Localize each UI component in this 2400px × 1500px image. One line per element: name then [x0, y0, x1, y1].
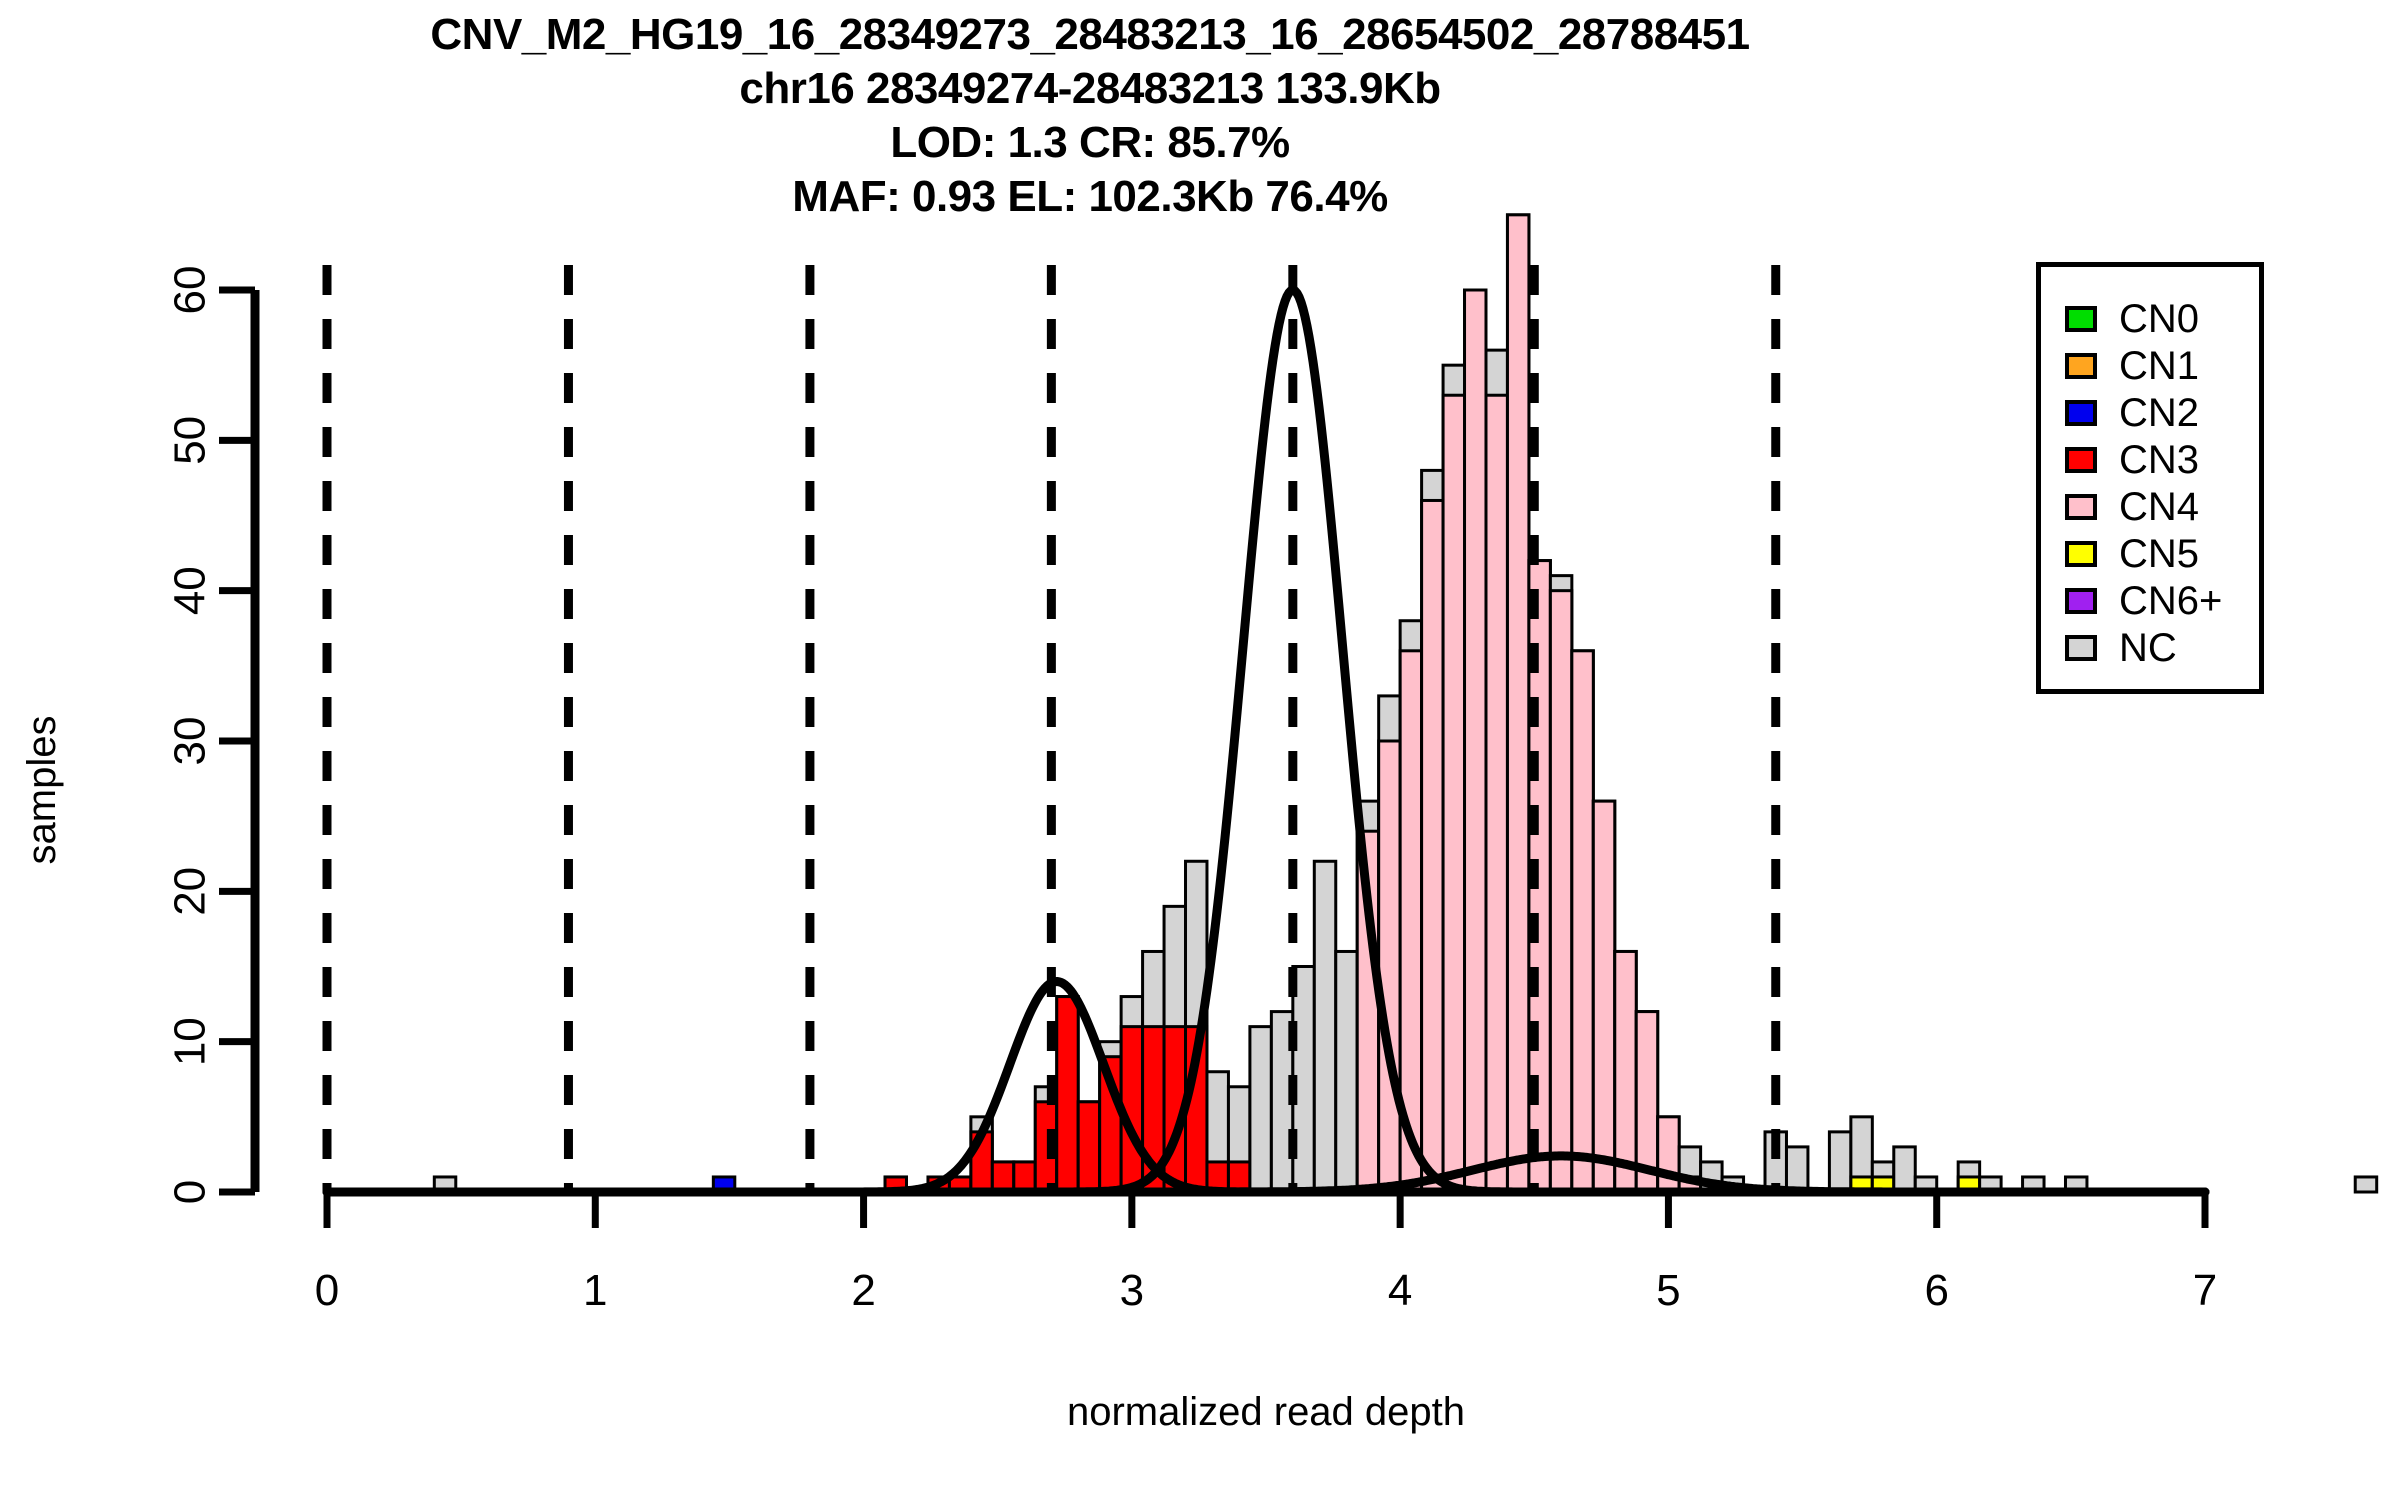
legend-label: CN6+ [2119, 578, 2223, 623]
x-axis-label: normalized read depth [1067, 1390, 1465, 1434]
histogram-bar-cn4 [1484, 393, 1509, 1194]
legend-label: CN0 [2119, 296, 2200, 341]
y-tick-label: 60 [166, 266, 215, 315]
copy-number-threshold-lines [322, 265, 1781, 1192]
histogram-bar-nc [1248, 1025, 1273, 1194]
histogram-bar-nc [2353, 1175, 2379, 1194]
histogram-bar-cn4 [1613, 949, 1638, 1194]
title-line-2: chr16 28349274-28483213 133.9Kb [739, 64, 1441, 113]
y-tick-label: 50 [166, 416, 215, 465]
legend-swatch-icon [2065, 305, 2097, 332]
histogram-bar-cn4 [1505, 213, 1531, 1194]
x-tick-label: 3 [1120, 1266, 1144, 1315]
legend-label: CN2 [2119, 390, 2200, 435]
histogram-bar-cn3 [1076, 1100, 1102, 1194]
y-tick-label: 30 [166, 717, 215, 766]
legend-swatch-icon [2065, 587, 2097, 614]
legend-label: CN5 [2119, 531, 2200, 576]
x-tick-label: 4 [1388, 1266, 1412, 1315]
y-tick-label: 10 [165, 1017, 214, 1066]
histogram-bar-nc [1784, 1145, 1810, 1194]
histogram-bar-cn4 [1441, 393, 1467, 1194]
title-line-4: MAF: 0.93 EL: 102.3Kb 76.4% [792, 172, 1388, 221]
legend-item-cn0[interactable]: CN0 [2065, 295, 2259, 342]
title-line-3: LOD: 1.3 CR: 85.7% [890, 118, 1290, 167]
plot-title: CNV_M2_HG19_16_28349273_28483213_16_2865… [0, 8, 2180, 224]
y-axis-label: samples [20, 716, 64, 865]
legend-swatch-icon [2065, 634, 2097, 661]
x-tick-label: 0 [315, 1266, 339, 1315]
legend-item-nc[interactable]: NC [2065, 624, 2259, 671]
legend-swatch-icon [2065, 352, 2097, 379]
x-tick-label: 1 [583, 1266, 607, 1315]
histogram-bar-cn3 [1012, 1160, 1037, 1194]
histogram-bar-nc [1892, 1145, 1917, 1194]
legend-item-cn1[interactable]: CN1 [2065, 342, 2259, 389]
x-tick-label: 6 [1924, 1266, 1948, 1315]
y-tick-label: 0 [166, 1180, 215, 1204]
legend-swatch-icon [2065, 399, 2097, 426]
histogram-bar-cn4 [1377, 739, 1402, 1194]
legend-label: NC [2119, 625, 2177, 670]
histogram-bar-cn4 [1548, 589, 1574, 1194]
histogram-bar-cn4 [1420, 498, 1445, 1194]
legend-swatch-icon [2065, 540, 2097, 567]
legend-item-cn6plus[interactable]: CN6+ [2065, 577, 2259, 624]
histogram-bar-cn4 [1591, 799, 1617, 1194]
histogram-bar-nc [1827, 1130, 1853, 1194]
legend-item-cn3[interactable]: CN3 [2065, 436, 2259, 483]
histogram-bar-cn4 [1463, 288, 1488, 1194]
axes: 0 1 2 3 4 5 6 7 0 10 20 30 40 50 60 normalized read dep… [20, 266, 2217, 1434]
histogram-bar-cn4 [1570, 649, 1595, 1194]
histogram-bar-nc [1334, 949, 1359, 1194]
x-tick-label: 7 [2193, 1266, 2217, 1315]
legend-label: CN4 [2119, 484, 2200, 529]
legend-item-cn5[interactable]: CN5 [2065, 530, 2259, 577]
title-line-1: CNV_M2_HG19_16_28349273_28483213_16_2865… [430, 10, 1750, 59]
legend: CN0 CN1 CN2 CN3 CN4 CN5 CN6+ NC [2036, 262, 2264, 694]
legend-label: CN1 [2119, 343, 2200, 388]
y-tick-label: 20 [166, 867, 215, 916]
legend-label: CN3 [2119, 437, 2200, 482]
x-tick-label: 2 [851, 1266, 875, 1315]
legend-swatch-icon [2065, 446, 2097, 473]
histogram-bar-cn3 [1055, 995, 1080, 1194]
histogram-bar-nc [1312, 859, 1338, 1194]
histogram-bar-cn3 [990, 1160, 1016, 1194]
legend-swatch-icon [2065, 493, 2097, 520]
legend-item-cn4[interactable]: CN4 [2065, 483, 2259, 530]
y-tick-label: 40 [165, 566, 214, 615]
legend-item-cn2[interactable]: CN2 [2065, 389, 2259, 436]
x-tick-label: 5 [1656, 1266, 1680, 1315]
